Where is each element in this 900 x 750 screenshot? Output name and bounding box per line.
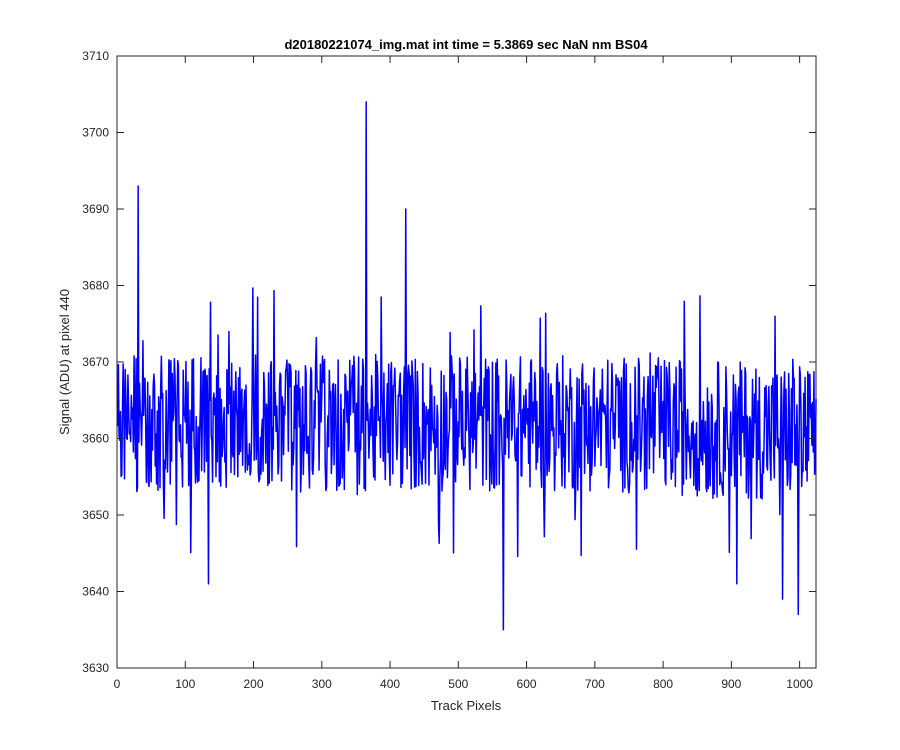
x-tick-label: 500 xyxy=(448,677,468,691)
x-tick-label: 400 xyxy=(380,677,400,691)
y-tick-label: 3660 xyxy=(82,432,109,446)
series-line xyxy=(116,101,817,631)
x-tick-label: 200 xyxy=(244,677,264,691)
y-tick-label: 3690 xyxy=(82,202,109,216)
x-tick-label: 100 xyxy=(175,677,195,691)
plot-area: 0 100 200 300 400 500 600 700 800 900 1000 3630 3640… xyxy=(82,49,817,691)
x-axis-label: Track Pixels xyxy=(431,698,502,713)
y-tick-label: 3630 xyxy=(82,661,109,675)
y-tick-label: 3640 xyxy=(82,585,109,599)
x-tick-label: 300 xyxy=(312,677,332,691)
y-tick-label: 3670 xyxy=(82,355,109,369)
x-tick-label: 900 xyxy=(721,677,741,691)
series-layer xyxy=(116,101,817,631)
ticks-layer: 0 100 200 300 400 500 600 700 800 900 1000 3630 3640… xyxy=(82,49,816,691)
x-tick-label: 700 xyxy=(585,677,605,691)
x-tick-label: 0 xyxy=(114,677,121,691)
y-axis-label: Signal (ADU) at pixel 440 xyxy=(57,289,72,435)
y-tick-label: 3680 xyxy=(82,279,109,293)
y-tick-label: 3700 xyxy=(82,126,109,140)
y-tick-label: 3710 xyxy=(82,49,109,63)
x-tick-label: 1000 xyxy=(786,677,813,691)
x-tick-label: 800 xyxy=(653,677,673,691)
chart-title: d20180221074_img.mat int time = 5.3869 s… xyxy=(284,37,648,52)
y-tick-label: 3650 xyxy=(82,508,109,522)
x-tick-label: 600 xyxy=(517,677,537,691)
